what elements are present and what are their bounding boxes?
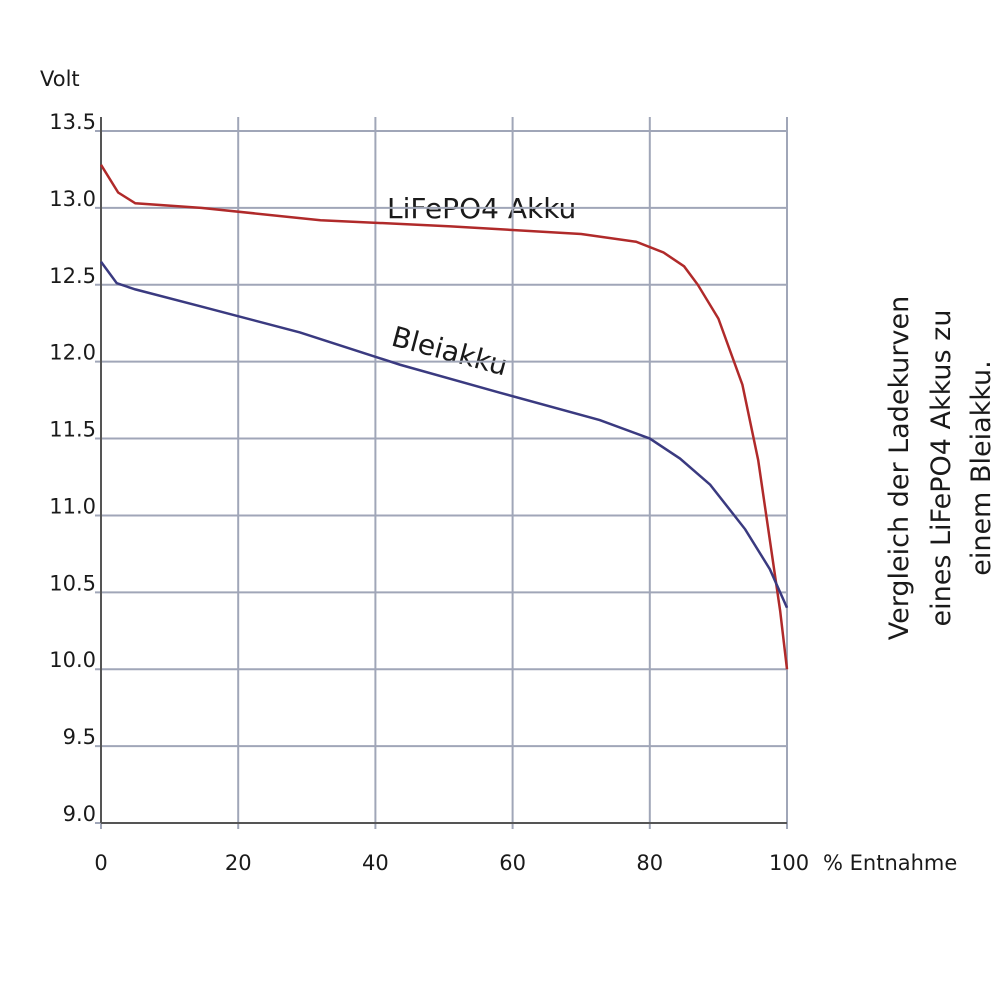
x-axis-label: % Entnahme [823,851,957,875]
y-tick-label: 11.0 [49,494,96,518]
y-tick-label: 10.0 [49,648,96,672]
y-tick-label: 13.0 [49,187,96,211]
y-tick-label: 9.5 [63,725,96,749]
y-tick-label: 11.5 [49,418,96,442]
x-tick-label: 40 [362,851,389,875]
x-tick-label: 0 [94,851,107,875]
y-axis-label: Volt [40,67,80,91]
series-line [99,164,789,670]
y-tick-label: 12.5 [49,264,96,288]
series-label: Bleiakku [388,320,511,383]
y-tick-label: 9.0 [63,802,96,826]
x-tick-label: 20 [225,851,252,875]
y-tick-label: 12.0 [49,341,96,365]
side-note: einem Bleiakku. [966,360,997,576]
side-note: eines LiFePO4 Akkus zu [926,310,957,627]
y-tick-label: 10.5 [49,571,96,595]
y-tick-label: 13.5 [49,110,96,134]
x-tick-label: 80 [636,851,663,875]
side-note: Vergleich der Ladekurven [884,296,915,640]
x-tick-label: 100 [769,851,809,875]
series-line [99,260,789,609]
x-tick-label: 60 [499,851,526,875]
